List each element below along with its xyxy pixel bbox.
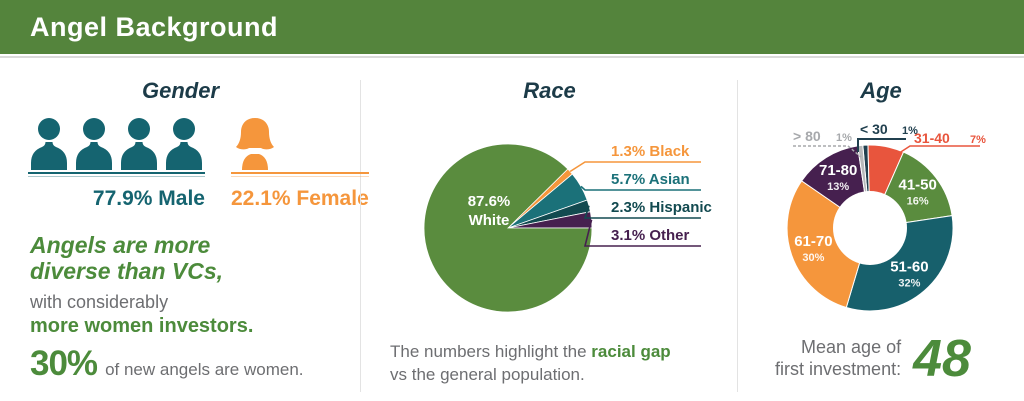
donut-callout-pct: 7% xyxy=(970,134,986,146)
pie-callout-line xyxy=(580,185,701,191)
male-icon-row xyxy=(28,116,205,170)
pie-slice-white xyxy=(423,143,593,313)
male-underline xyxy=(28,172,205,179)
donut-callout-line xyxy=(889,145,980,160)
age-footer-label: Mean age of first investment: xyxy=(775,337,901,381)
gender-figures: 77.9% Male 22.1% Female xyxy=(0,116,369,211)
age-footer-line2: first investment: xyxy=(775,359,902,379)
male-group: 77.9% Male xyxy=(28,116,205,211)
donut-slice-label: 41-50 xyxy=(899,177,937,194)
race-footer: The numbers highlight the racial gap vs t… xyxy=(361,340,738,387)
donut-callout-label: > 80 xyxy=(793,128,821,144)
gender-headline-line1: Angels are more xyxy=(30,232,211,258)
gender-panel: Gender 77.9% Male 22.1% Female Angels ar… xyxy=(0,58,369,381)
donut-slice-label: 61-70 xyxy=(794,233,832,250)
donut-slice-pct: 32% xyxy=(898,277,920,289)
male-person-icon xyxy=(76,118,112,170)
donut-slice-pct: 16% xyxy=(907,196,929,208)
pie-center-label: 87.6% xyxy=(468,193,511,210)
mean-age-value: 48 xyxy=(913,330,971,388)
content-columns: Gender 77.9% Male 22.1% Female Angels ar… xyxy=(0,58,1024,392)
donut-slice-61-70 xyxy=(786,180,871,309)
donut-callout-line xyxy=(793,145,862,158)
race-title: Race xyxy=(523,78,576,103)
donut-callout-pct: 1% xyxy=(902,125,918,137)
gender-stat-value: 30% xyxy=(30,343,98,383)
donut-callout-label: 31-40 xyxy=(914,130,950,146)
panel-divider-right xyxy=(737,80,738,392)
gender-stat-caption: of new angels are women. xyxy=(105,359,304,379)
pie-callout-line xyxy=(569,161,701,173)
panel-divider-left xyxy=(360,80,361,392)
female-percent-label: 22.1% Female xyxy=(231,187,369,210)
age-footer-line1: Mean age of xyxy=(801,337,902,358)
header-divider xyxy=(0,56,1024,58)
gender-headline: Angels are more diverse than VCs, xyxy=(30,232,361,285)
pie-center-label: White xyxy=(469,212,510,229)
pie-callout-label: 3.1% Other xyxy=(611,227,690,244)
donut-slice-pct: 30% xyxy=(802,252,824,264)
pie-callout-label: 5.7% Asian xyxy=(611,171,690,188)
page-title: Angel Background xyxy=(30,11,279,42)
age-title: Age xyxy=(860,78,902,103)
angel-background-infographic: Angel Background Gender 77.9% Male 22.1%… xyxy=(0,0,1024,392)
donut-slice-pct: 13% xyxy=(827,181,849,193)
donut-callout-pct: 1% xyxy=(836,132,852,144)
age-panel: Age 41-50 16% 51-60 32% 61-70 30% 71-80 13% < 30… xyxy=(738,58,1024,385)
pie-callout-line xyxy=(583,205,701,219)
gender-subline-1: with considerably xyxy=(30,291,169,312)
donut-callout-label: < 30 xyxy=(860,121,888,137)
race-pie-chart: 87.6% White 1.3% Black 5.7% Asian 2.3% Hispa… xyxy=(423,143,712,313)
header-bar: Angel Background xyxy=(0,0,1024,54)
gender-title: Gender xyxy=(141,78,220,103)
race-footer-bold: racial gap xyxy=(591,342,671,361)
pie-callout-line xyxy=(583,219,701,247)
male-person-icon xyxy=(121,118,157,170)
female-person-icon xyxy=(236,118,274,170)
gender-headline-line2: diverse than VCs, xyxy=(30,257,224,284)
male-person-icon xyxy=(31,118,67,170)
donut-slice-label: 51-60 xyxy=(890,258,928,275)
race-panel: Race 87.6% White 1.3% Black 5.7% Asian 2.3% … xyxy=(361,58,738,387)
donut-callout-line xyxy=(857,138,906,152)
pie-callout-label: 1.3% Black xyxy=(611,143,690,160)
donut-hole xyxy=(833,191,907,265)
donut-slice-label: 71-80 xyxy=(819,162,857,179)
pie-callout-label: 2.3% Hispanic xyxy=(611,199,712,216)
age-footer: Mean age of first investment: 48 xyxy=(738,333,1024,385)
gender-text-block: Angels are more diverse than VCs, with co… xyxy=(0,232,361,381)
male-person-icon xyxy=(166,118,202,170)
race-footer-prefix: The numbers highlight the xyxy=(390,342,592,361)
gender-stat-row: 30% of new angels are women. xyxy=(30,346,361,381)
female-group: 22.1% Female xyxy=(231,116,369,211)
female-icon-row xyxy=(231,116,369,170)
gender-subline-2: more women investors. xyxy=(30,314,254,337)
female-underline xyxy=(231,172,369,179)
male-percent-label: 77.9% Male xyxy=(92,187,205,210)
race-footer-suffix: vs the general population. xyxy=(390,365,585,385)
